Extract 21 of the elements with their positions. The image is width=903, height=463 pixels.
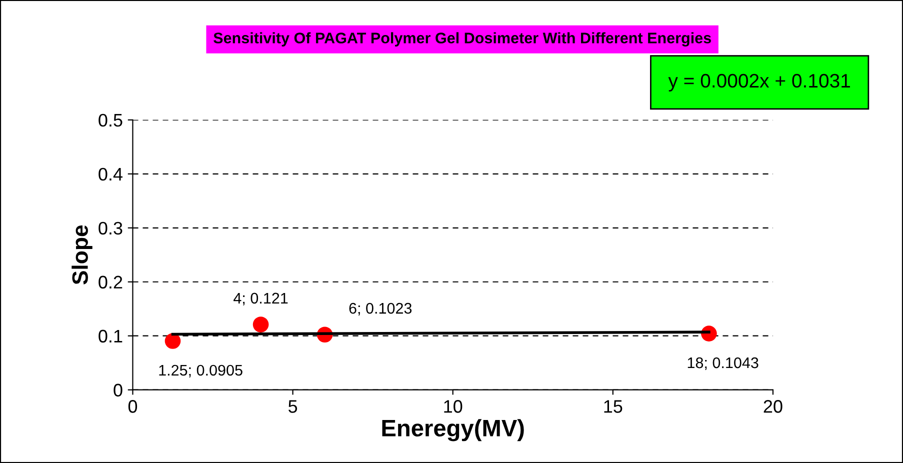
y-tick-label: 0 xyxy=(114,384,122,397)
y-tick-label: 0.1 xyxy=(98,330,122,343)
data-label: 6; 0.1023 xyxy=(349,302,412,316)
point xyxy=(252,316,269,332)
y-tick-label: 0.5 xyxy=(98,114,122,127)
x-tick-label: 5 xyxy=(288,400,298,413)
y-tick-label: 0.2 xyxy=(98,276,122,289)
y-tick-label: 0.4 xyxy=(98,168,122,181)
data-label: 1.25; 0.0905 xyxy=(159,364,242,378)
y-axis-title: Slope xyxy=(72,225,92,284)
x-tick-label: 10 xyxy=(444,400,462,413)
data-label: 18; 0.1043 xyxy=(688,357,758,370)
data-label: 4; 0.121 xyxy=(234,292,288,306)
x-tick-label: 0 xyxy=(128,400,138,413)
chart-title: Sensitivity Of PAGAT Polymer Gel Dosimeter With Different Energies xyxy=(214,32,711,47)
x-axis-title: Eneregy(MV) xyxy=(382,419,524,442)
point xyxy=(164,333,181,349)
x-tick-label: 20 xyxy=(764,400,782,413)
x-tick-label: 15 xyxy=(604,400,622,413)
y-tick-label: 0.3 xyxy=(98,222,122,235)
text: y = 0.0002x + 0.1031 xyxy=(668,74,850,92)
